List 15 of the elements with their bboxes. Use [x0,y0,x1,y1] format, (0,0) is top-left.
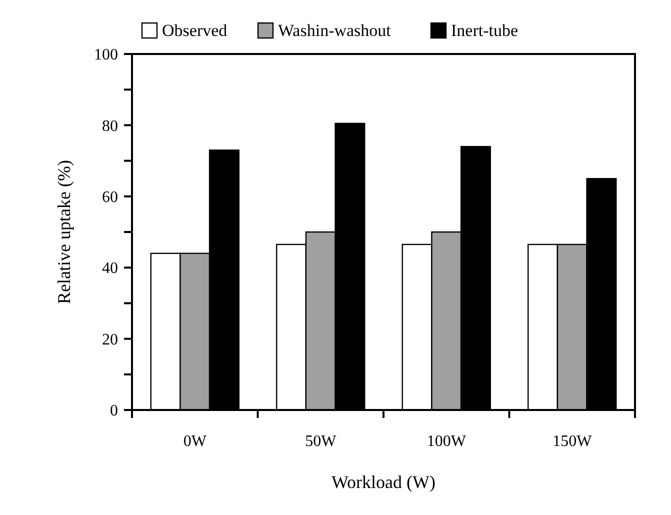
x-tick-label: 50W [305,433,338,450]
x-tick-label: 0W [183,433,208,450]
y-tick-label: 0 [110,402,118,420]
x-axis-title: Workload (W) [331,472,436,492]
x-tick-label: 150W [552,433,593,450]
legend-label: Inert-tube [451,21,518,40]
y-axis-title: Relative uptake (%) [54,160,74,304]
y-tick-label: 100 [94,46,118,64]
x-tick-label: 100W [426,433,467,450]
y-tick-label: 80 [102,118,118,135]
legend-label: Washin-washout [278,21,392,40]
y-tick-label: 20 [102,331,118,348]
y-tick-label: 40 [102,260,118,278]
y-tick-label: 60 [102,189,118,206]
legend-label: Observed [162,21,228,40]
